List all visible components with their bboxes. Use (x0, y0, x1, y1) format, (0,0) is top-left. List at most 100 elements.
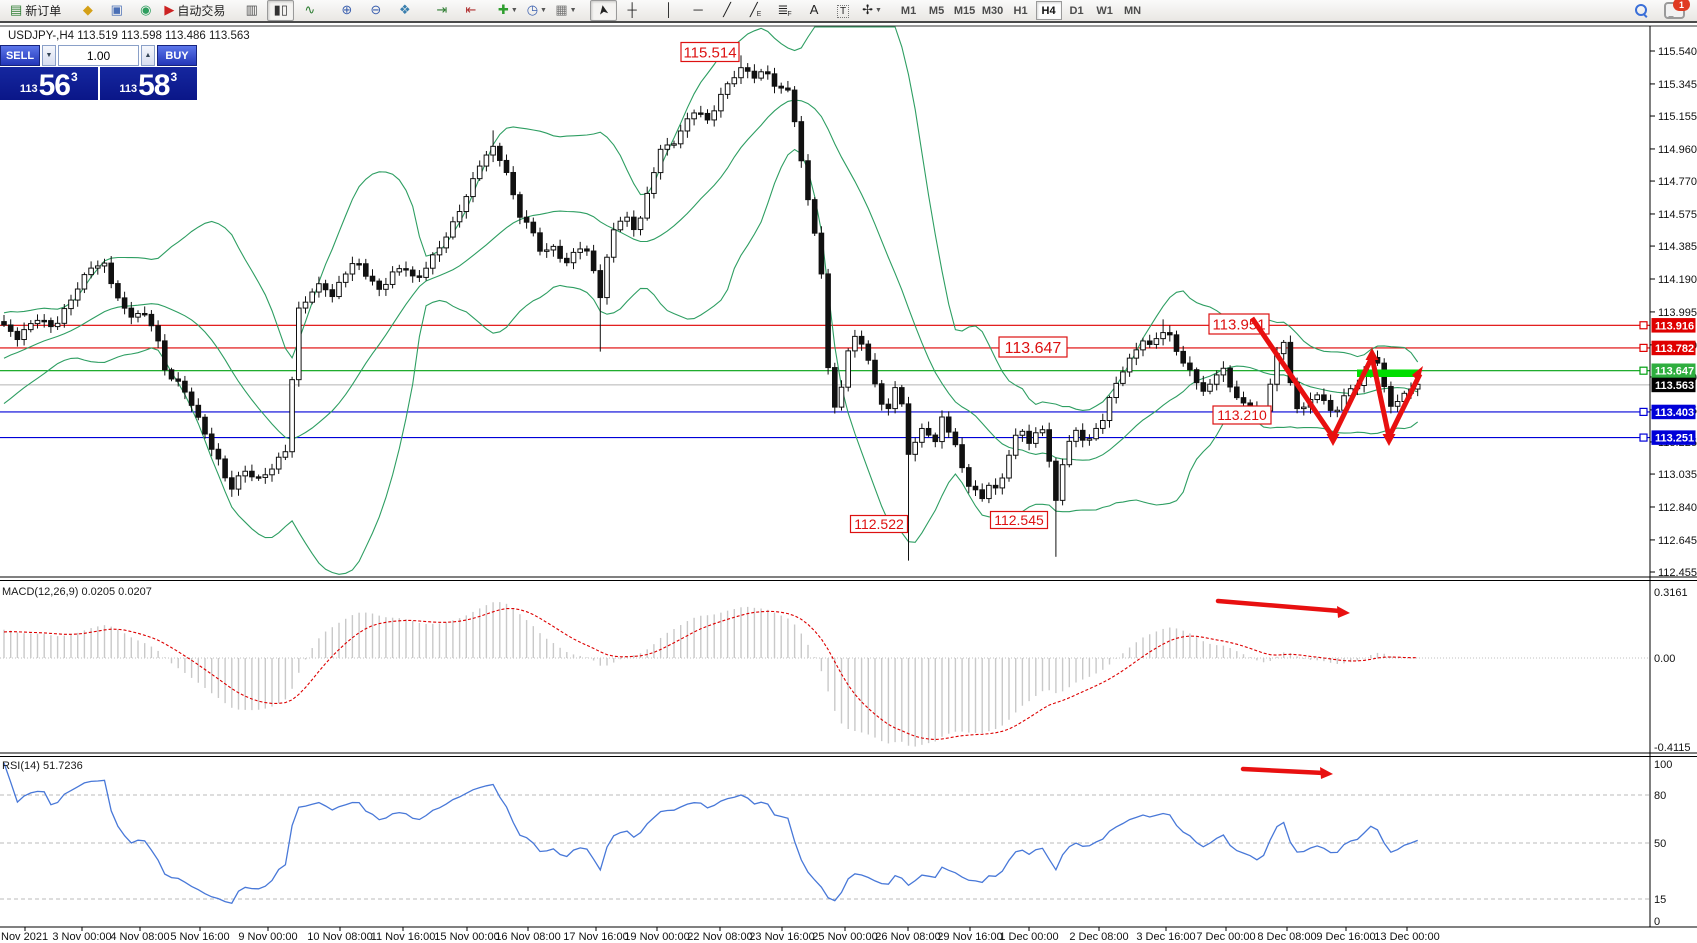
zoom-in-icon[interactable]: ⊕ (341, 2, 353, 17)
market-watch-icon[interactable]: ◆ (82, 2, 93, 17)
level-line-handle[interactable] (1639, 366, 1648, 375)
macd-pane[interactable] (0, 602, 1650, 747)
fibonacci-icon[interactable]: ≣ F (777, 2, 792, 18)
tile-windows-icon[interactable]: ❖ (399, 2, 411, 17)
candle (986, 484, 992, 500)
volume-increase-button[interactable]: ▲ (141, 45, 155, 66)
sell-button[interactable]: SELL (0, 45, 40, 66)
candle (537, 232, 543, 252)
navigator-icon[interactable]: ▣ (110, 2, 123, 17)
crosshair-icon[interactable]: ┼ (627, 2, 637, 17)
candle (624, 216, 630, 222)
candle (1234, 386, 1240, 399)
volume-decrease-button[interactable]: ▼ (42, 45, 56, 66)
support-band-drawing[interactable] (1357, 369, 1420, 378)
price-tick-label: 113.995 (1658, 307, 1697, 319)
time-axis-strip[interactable] (0, 928, 1697, 943)
periods-icon[interactable]: ◷ ▼ (526, 2, 547, 17)
level-line-handle[interactable] (1639, 321, 1648, 330)
candle (168, 369, 175, 380)
timeframe-button-D1[interactable]: D1 (1069, 4, 1084, 17)
timeframe-button-H1[interactable]: H1 (1013, 4, 1028, 17)
timeframe-button-MN[interactable]: MN (1124, 4, 1142, 17)
price-level-label (1651, 404, 1696, 420)
horizontal-line-icon[interactable]: ─ (693, 2, 703, 17)
candle (416, 275, 423, 278)
timeframe-button-M1[interactable]: M1 (900, 4, 917, 17)
candle (718, 93, 724, 112)
vertical-line-icon[interactable]: │ (665, 2, 674, 17)
candle (1126, 357, 1133, 373)
drawn-arrows[interactable] (1215, 316, 1423, 779)
shapes-icon[interactable]: ✢ ▼ (862, 2, 882, 17)
candle (644, 192, 651, 219)
search-icon[interactable] (1635, 4, 1648, 18)
candle (805, 160, 811, 201)
timeframe-button-M15[interactable]: M15 (953, 4, 976, 17)
timeframe-button-H4[interactable]: H4 (1035, 1, 1062, 21)
channel-icon[interactable]: ╱ E (749, 2, 762, 18)
macd-arrow-drawing[interactable] (1215, 598, 1343, 614)
cursor-icon[interactable]: ➤ (589, 0, 617, 21)
buy-button[interactable]: BUY (157, 45, 197, 66)
main-price-pane[interactable] (0, 26, 1650, 575)
text-icon[interactable]: A (809, 2, 819, 17)
time-tick-label: 1 Dec 00:00 (999, 931, 1058, 943)
candle (1006, 454, 1012, 479)
time-tick-label: 3 Nov 00:00 (52, 931, 111, 943)
level-line-handle[interactable] (1639, 343, 1648, 352)
candle (1240, 397, 1247, 404)
rsi-pane[interactable] (0, 762, 1650, 904)
timeframe-button-M30[interactable]: M30 (981, 4, 1004, 17)
chart-shift-icon[interactable]: ⇤ (465, 2, 477, 17)
level-line-handle[interactable] (1639, 433, 1648, 442)
candle (1301, 406, 1307, 410)
candle (912, 441, 919, 455)
indicators-icon[interactable]: ✚ ▼ (497, 2, 518, 17)
candle (1093, 427, 1099, 440)
candle (289, 379, 295, 453)
time-tick-label: 19 Nov 00:00 (624, 931, 689, 943)
time-tick-label: 29 Nov 16:00 (937, 931, 1002, 943)
candle (41, 319, 48, 323)
timeframe-button-W1[interactable]: W1 (1096, 4, 1113, 17)
auto-trading-icon[interactable]: ▶ 自动交易 (164, 2, 226, 18)
price-annotation-box[interactable] (849, 514, 909, 534)
rsi-line (3, 762, 1418, 904)
new-order-icon[interactable]: ▤ 新订单 (10, 2, 62, 18)
signals-icon[interactable]: ◉ (140, 2, 152, 17)
candle (1187, 362, 1193, 371)
price-annotation-box[interactable] (998, 336, 1068, 358)
price-axis-strip[interactable] (1650, 26, 1697, 928)
price-axis[interactable] (0, 26, 1697, 943)
label-icon[interactable]: T (830, 1, 857, 22)
candle (443, 236, 449, 249)
price-annotation-box[interactable] (1212, 405, 1272, 425)
price-tick-label: 115.345 (1658, 79, 1697, 91)
level-line-handle[interactable] (1639, 407, 1648, 417)
price-annotation-box[interactable] (680, 41, 740, 63)
candle (1120, 371, 1126, 384)
timeframe-button-M5[interactable]: M5 (928, 4, 945, 17)
line-chart-icon[interactable]: ∿ (304, 2, 316, 17)
candle (88, 267, 94, 276)
zoom-out-icon[interactable]: ⊖ (370, 2, 382, 17)
rsi-axis-label: 50 (1654, 838, 1666, 850)
candle (564, 257, 570, 264)
chat-icon[interactable]: 1 (1664, 0, 1690, 19)
price-annotation-box[interactable] (989, 510, 1049, 530)
trendline-icon[interactable]: ╱ (723, 2, 731, 17)
auto-scroll-icon[interactable]: ⇥ (436, 2, 448, 17)
templates-icon[interactable]: ▦ ▼ (555, 2, 577, 17)
candle (356, 263, 362, 266)
candlestick-icon[interactable]: ▮▯ (267, 0, 295, 21)
candle (74, 288, 81, 301)
bar-chart-icon[interactable]: ▥ (245, 2, 258, 17)
volume-input[interactable] (58, 45, 139, 66)
rsi-arrow-drawing[interactable] (1240, 766, 1327, 776)
candle (899, 387, 905, 405)
candle (54, 322, 61, 328)
price-tick-label: 114.575 (1658, 209, 1697, 221)
